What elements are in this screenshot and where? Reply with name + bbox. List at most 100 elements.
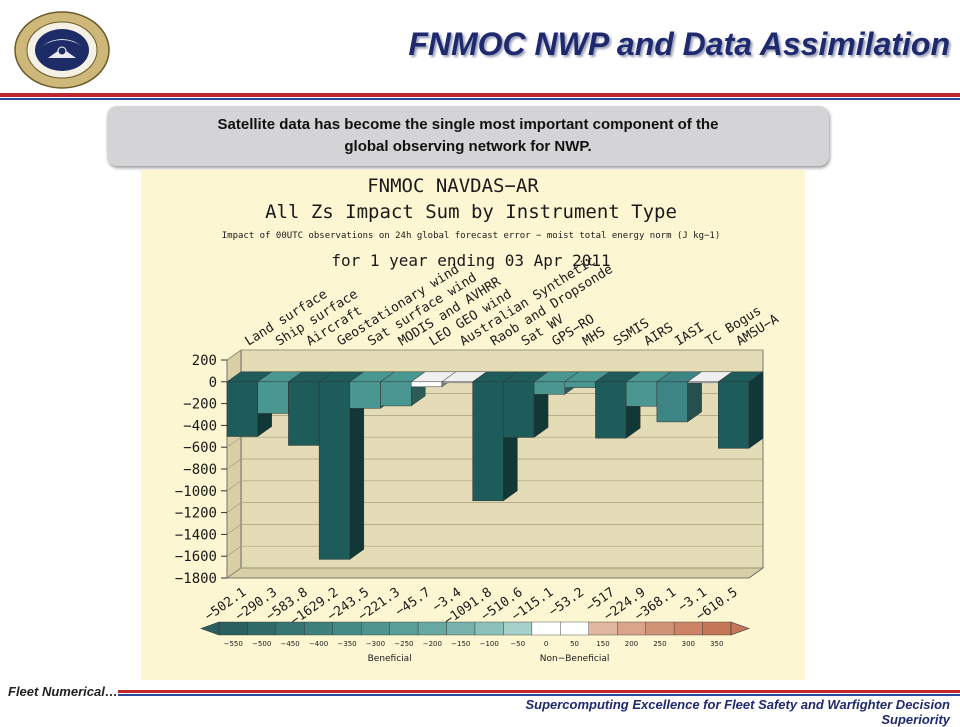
callout-box: Satellite data has become the single mos…: [107, 106, 829, 166]
bar: [656, 371, 703, 423]
y-tick-label: 0: [209, 375, 217, 391]
colorbar-tick-label: −350: [337, 640, 356, 648]
chart-period: for 1 year ending 03 Apr 2011: [331, 251, 610, 270]
chart-floor: [225, 567, 765, 579]
colorbar-tick-label: 250: [653, 640, 666, 648]
bar-side-face: [748, 371, 764, 449]
colorbar-swatch: [304, 621, 333, 636]
colorbar-tick-label: −400: [309, 640, 328, 648]
gridline: [226, 349, 763, 361]
y-tick-label: −1200: [175, 506, 217, 522]
fnmoc-logo: [14, 11, 110, 89]
chart-note: Impact of 00UTC observations on 24h glob…: [222, 231, 721, 241]
colorbar-swatch: [673, 621, 703, 636]
header-rule-red: [0, 93, 960, 97]
impact-bar-chart: 2000−200−400−600−800−1000−1200−1400−1600…: [175, 175, 782, 664]
colorbar-swatch: [218, 621, 248, 636]
colorbar-tick-label: 50: [570, 640, 579, 648]
bar-front-face: [441, 381, 473, 384]
chart-title: FNMOC NAVDAS−AR: [367, 175, 539, 197]
slide-title: FNMOC NWP and Data Assimilation: [408, 26, 950, 62]
colorbar-swatch: [361, 621, 390, 636]
bar-front-face: [656, 381, 688, 423]
y-tick-label: −1400: [175, 527, 217, 543]
colorbar-tick-label: 350: [710, 640, 723, 648]
y-tick-label: −1600: [175, 549, 217, 565]
colorbar-swatch: [332, 621, 362, 636]
colorbar-tick-label: −200: [423, 640, 442, 648]
value-label: −45.7: [393, 585, 434, 620]
gridline: [226, 524, 763, 535]
bar-front-face: [503, 381, 535, 438]
callout-line-1: Satellite data has become the single mos…: [217, 116, 719, 133]
callout-line-2: global observing network for NWP.: [344, 138, 592, 155]
colorbar-nonbeneficial-label: Non−Beneficial: [540, 654, 610, 664]
colorbar-tick-label: 0: [544, 640, 548, 648]
bar-front-face: [625, 381, 658, 407]
colorbar-tick-label: −50: [510, 640, 525, 648]
colorbar-swatch: [617, 621, 646, 636]
footer-rule-blue: [118, 694, 960, 696]
bar-front-face: [533, 381, 566, 395]
gridline: [226, 567, 763, 579]
header-rule-blue: [0, 98, 960, 100]
colorbar-tick-label: −500: [252, 640, 271, 648]
footer-rule-red: [118, 690, 960, 693]
colorbar-swatch: [645, 621, 675, 636]
value-label: −53.2: [546, 585, 587, 620]
bar-front-face: [257, 381, 289, 414]
colorbar-swatch: [531, 621, 561, 636]
colorbar-tick-label: 150: [596, 640, 609, 648]
category-label: IASI: [672, 320, 707, 349]
colorbar-tick-label: −300: [366, 640, 385, 648]
y-tick-label: −800: [183, 462, 217, 478]
y-tick-label: 200: [192, 353, 217, 369]
bar-front-face: [410, 381, 443, 388]
y-tick-label: −200: [183, 397, 217, 413]
gridline: [226, 480, 763, 492]
colorbar-beneficial-label: Beneficial: [368, 654, 412, 664]
y-tick-label: −400: [183, 418, 217, 434]
gridline: [226, 436, 763, 448]
colorbar-swatch: [474, 621, 504, 636]
colorbar-right-arrow: [730, 621, 750, 636]
y-tick-label: −1800: [175, 571, 217, 587]
bar: [318, 371, 365, 560]
bar-front-face: [288, 381, 320, 446]
colorbar-tick-label: −100: [480, 640, 499, 648]
colorbar-swatch: [446, 621, 476, 636]
bar-front-face: [318, 381, 351, 560]
gridline: [226, 545, 763, 557]
bar: [717, 371, 764, 449]
bar-front-face: [472, 381, 504, 502]
bar-front-face: [349, 381, 381, 409]
colorbar-swatch: [417, 621, 447, 636]
colorbar-swatch: [702, 621, 732, 636]
bar-front-face: [564, 381, 596, 388]
bar-front-face: [380, 381, 412, 407]
colorbar-swatch: [560, 621, 589, 636]
bar-front-face: [718, 381, 750, 449]
bar-front-face: [687, 381, 719, 384]
footer-left-text: Fleet Numerical…: [8, 684, 118, 699]
colorbar-tick-label: −250: [394, 640, 413, 648]
gridline: [226, 458, 763, 470]
gridline: [226, 502, 763, 513]
colorbar-tick-label: −550: [224, 640, 243, 648]
bar: [471, 371, 519, 502]
y-tick-label: −600: [183, 440, 217, 456]
colorbar-tick-label: 300: [682, 640, 695, 648]
footer-tagline: Supercomputing Excellence for Fleet Safe…: [525, 697, 950, 727]
colorbar-tick-label: −450: [280, 640, 299, 648]
bar-front-face: [595, 381, 627, 439]
chart-subtitle: All Zs Impact Sum by Instrument Type: [265, 201, 677, 223]
bar-front-face: [226, 381, 258, 437]
colorbar-tick-label: −150: [451, 640, 470, 648]
colorbar-swatch: [247, 621, 277, 636]
colorbar-swatch: [275, 621, 305, 636]
colorbar-tick-label: 200: [625, 640, 638, 648]
colorbar-swatch: [389, 621, 419, 636]
colorbar-swatch: [503, 621, 533, 636]
y-tick-label: −1000: [175, 484, 217, 500]
colorbar-swatch: [588, 621, 618, 636]
